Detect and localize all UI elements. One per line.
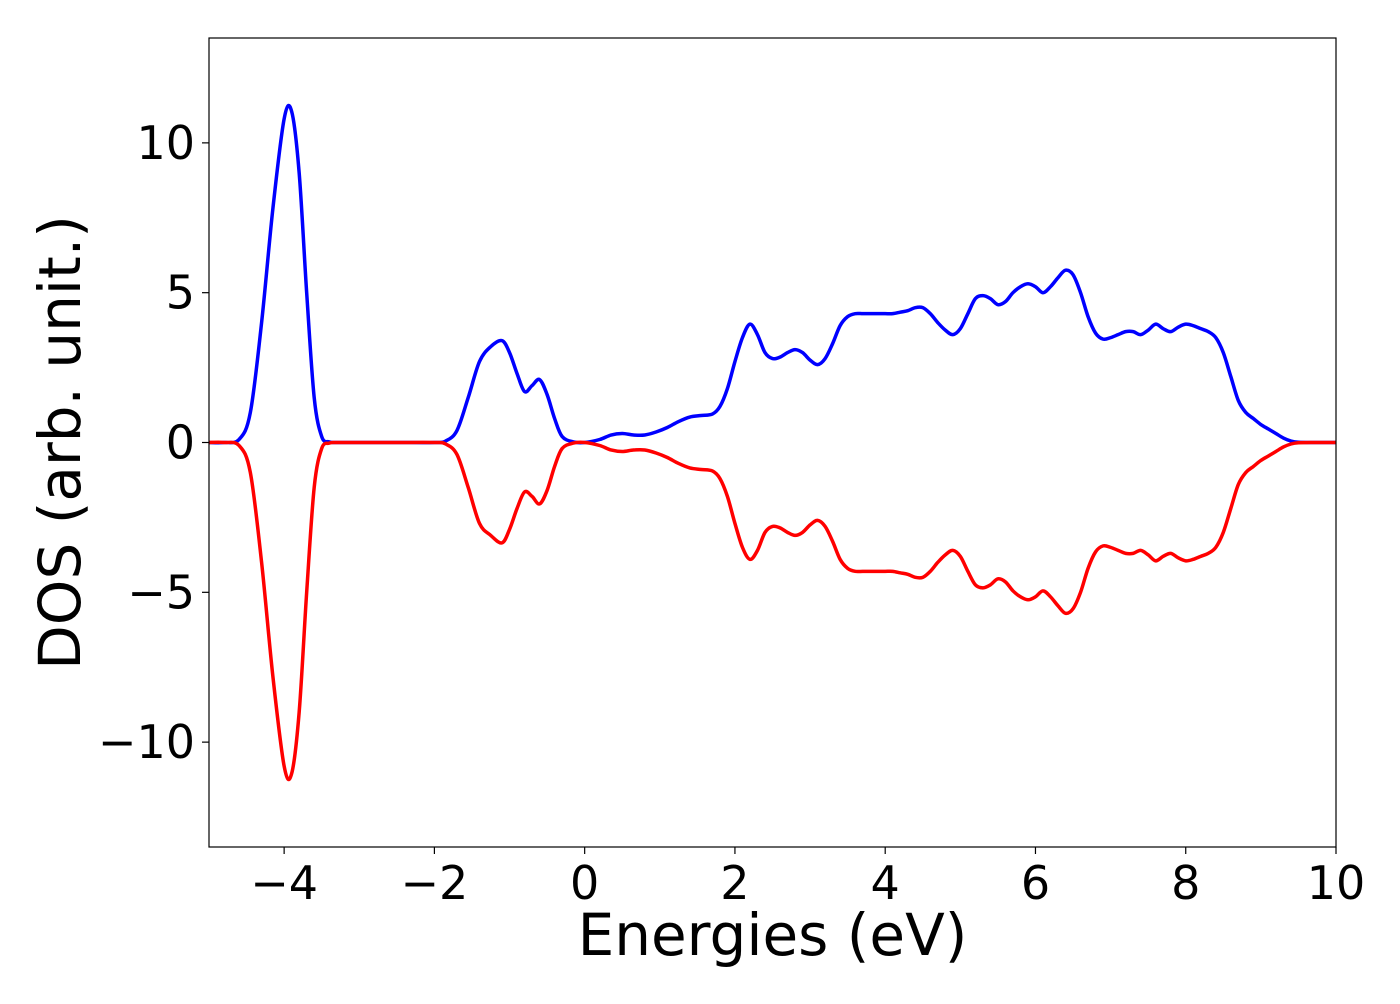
y-tick-label: 10 xyxy=(136,116,195,170)
x-tick-label: 8 xyxy=(1171,856,1200,910)
x-tick-label: 0 xyxy=(570,856,599,910)
y-tick-label: −10 xyxy=(98,715,195,769)
x-axis-label: Energies (eV) xyxy=(578,901,968,969)
y-axis-label: DOS (arb. unit.) xyxy=(26,215,94,670)
series-line-1 xyxy=(208,103,1337,445)
x-tick-label: −4 xyxy=(250,856,318,910)
x-tick-label: 6 xyxy=(1021,856,1050,910)
y-tick-label: 5 xyxy=(166,266,195,320)
series-layer xyxy=(208,103,1337,782)
x-tick-label: 10 xyxy=(1307,856,1366,910)
tick-layer: −4 −2 0 2 4 6 8 10 −10 −5 0 5 10 xyxy=(98,116,1365,910)
series-line-2 xyxy=(208,440,1337,782)
x-tick-label: 4 xyxy=(871,856,900,910)
x-tick-label: 2 xyxy=(720,856,749,910)
y-tick-label: −5 xyxy=(127,565,195,619)
x-tick-label: −2 xyxy=(400,856,468,910)
y-tick-label: 0 xyxy=(166,416,195,470)
